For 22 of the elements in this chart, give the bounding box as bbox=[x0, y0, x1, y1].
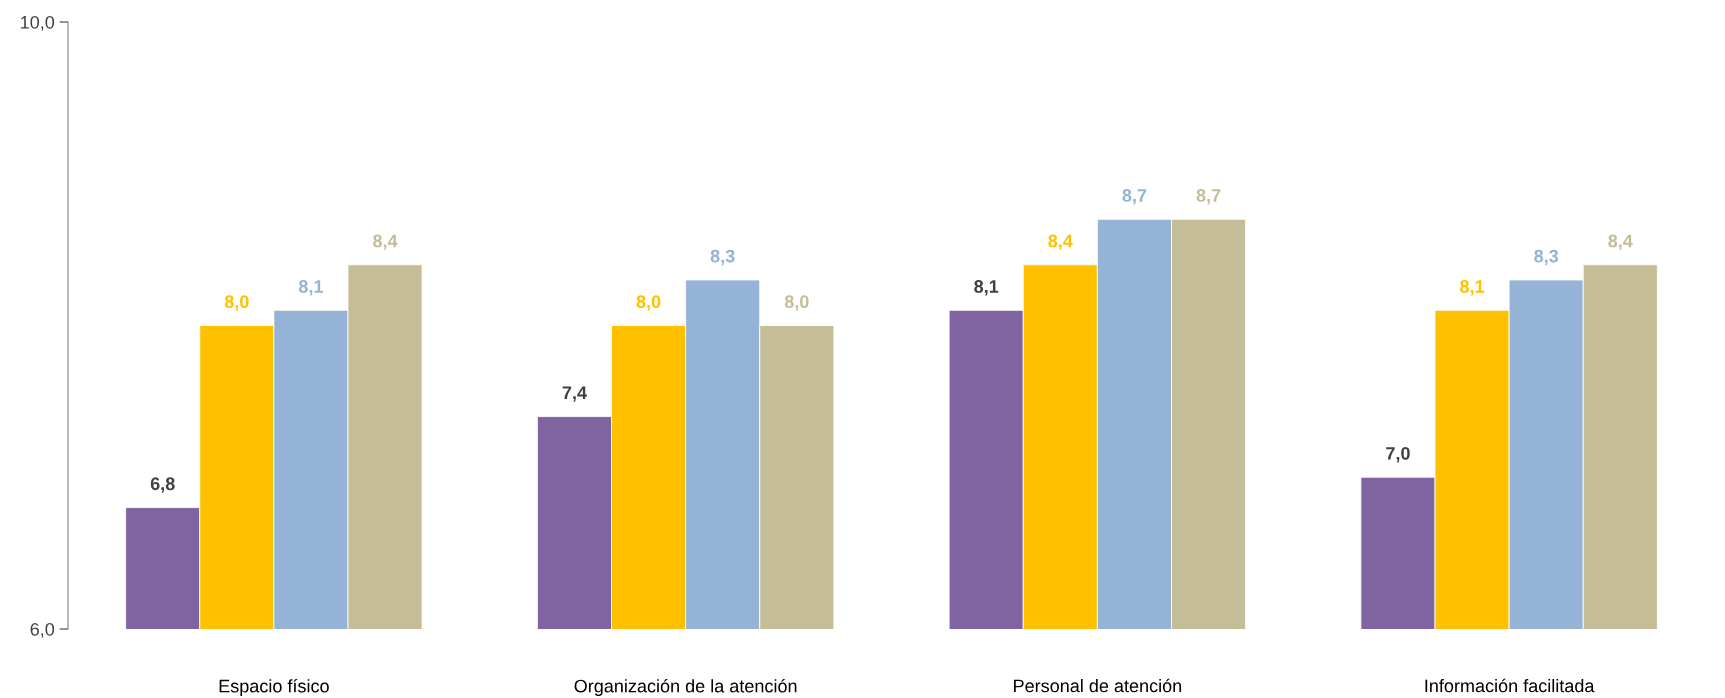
data-label: 8,1 bbox=[974, 280, 999, 296]
data-label: 8,0 bbox=[784, 295, 809, 311]
data-label: 8,1 bbox=[298, 280, 323, 296]
data-label: 8,7 bbox=[1196, 189, 1221, 205]
data-label: 8,4 bbox=[1048, 234, 1073, 250]
x-tick-label: Información facilitada bbox=[1425, 678, 1595, 693]
x-tick-label: Organización de la atención bbox=[574, 679, 797, 697]
data-label: 8,3 bbox=[1534, 249, 1559, 266]
data-label: 8,1 bbox=[1460, 280, 1485, 296]
data-label: 8,7 bbox=[1122, 189, 1147, 205]
data-label: 8,4 bbox=[373, 234, 398, 250]
data-label: 8,0 bbox=[636, 295, 661, 311]
data-label: 7,0 bbox=[1386, 447, 1410, 463]
x-tick-label: Espacio físico bbox=[219, 679, 329, 697]
data-label: 7,4 bbox=[562, 386, 587, 402]
data-label: 8,4 bbox=[1608, 234, 1633, 250]
data-label: 8,0 bbox=[224, 295, 249, 311]
data-label: 6,8 bbox=[150, 477, 175, 493]
x-tick-label: Personal de atención bbox=[1014, 678, 1182, 693]
y-tick-label: 6,0 bbox=[30, 622, 55, 638]
data-label: 8,3 bbox=[710, 249, 735, 266]
y-tick-label: 10,0 bbox=[21, 15, 55, 31]
